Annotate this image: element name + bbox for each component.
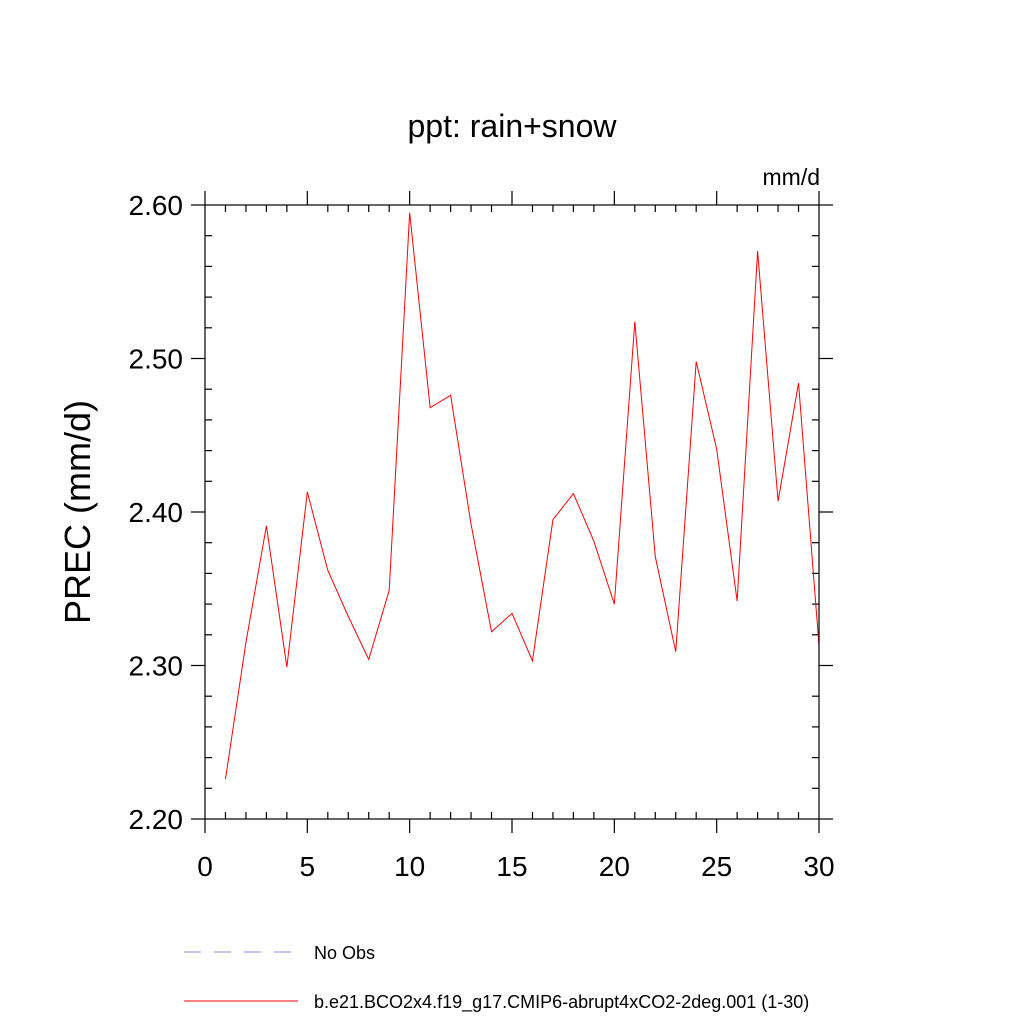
y-axis-label: PREC (mm/d) — [57, 400, 98, 624]
x-tick-label: 15 — [496, 851, 527, 882]
y-tick-label: 2.40 — [129, 497, 184, 528]
legend-label: b.e21.BCO2x4.f19_g17.CMIP6-abrupt4xCO2-2… — [314, 992, 809, 1013]
x-tick-label: 20 — [599, 851, 630, 882]
y-tick-label: 2.50 — [129, 344, 184, 375]
y-tick-label: 2.30 — [129, 651, 184, 682]
x-tick-label: 0 — [197, 851, 213, 882]
tick-labels-layer: 0 5 10 15 20 25 30 2.20 2.30 2.40 2.50 2.60 — [129, 190, 835, 882]
y-tick-label: 2.20 — [129, 804, 184, 835]
series-line — [224, 212, 820, 780]
y-tick-label: 2.60 — [129, 190, 184, 221]
plot-frame — [204, 204, 820, 820]
x-tick-label: 30 — [803, 851, 834, 882]
x-tick-label: 5 — [300, 851, 316, 882]
ticks-layer — [191, 191, 833, 833]
chart-title: ppt: rain+snow — [407, 108, 617, 144]
units-label: mm/d — [763, 164, 821, 190]
legend: No Obs b.e21.BCO2x4.f19_g17.CMIP6-abrupt4… — [184, 943, 809, 1013]
x-tick-label: 10 — [394, 851, 425, 882]
legend-label: No Obs — [314, 943, 375, 963]
x-tick-label: 25 — [701, 851, 732, 882]
series-layer — [224, 212, 820, 780]
